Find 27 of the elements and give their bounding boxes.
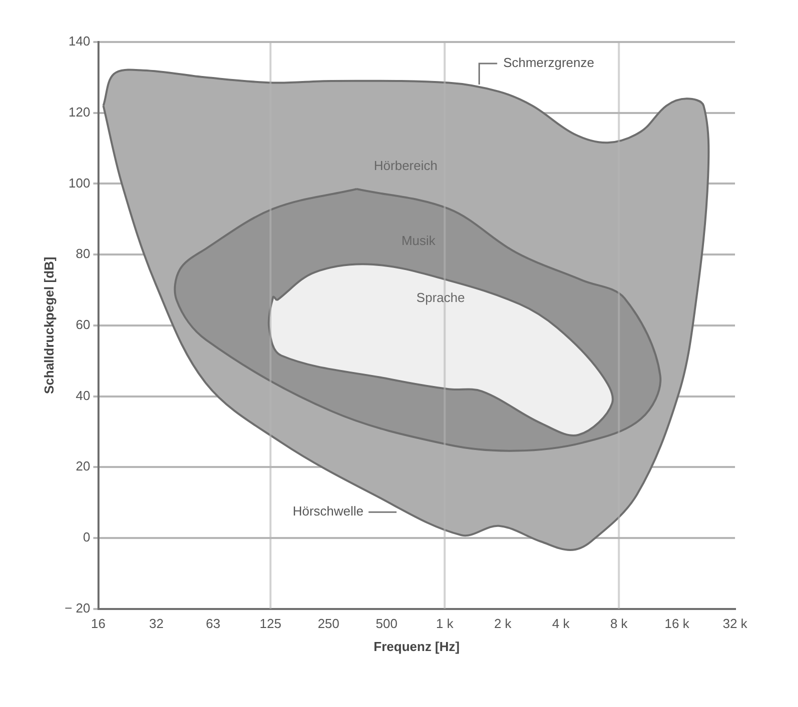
- x-tick-label: 125: [260, 616, 282, 632]
- y-tick-label: − 20: [64, 600, 90, 616]
- y-tick-label: 140: [68, 34, 90, 49]
- annotation: Schmerzgrenze: [503, 55, 594, 70]
- y-tick-label: 20: [76, 458, 90, 474]
- y-tick-label: 120: [68, 104, 90, 120]
- x-tick-label: 500: [376, 616, 398, 632]
- x-tick-label: 16: [91, 616, 106, 632]
- x-tick-label: 250: [318, 616, 340, 632]
- y-tick-label: 60: [76, 316, 90, 332]
- y-axis-title: Schalldruckpegel [dB]: [41, 256, 56, 394]
- x-tick-label: 63: [206, 616, 220, 632]
- x-tick-label: 8 k: [610, 616, 628, 632]
- series-label: Sprache: [416, 290, 465, 306]
- y-tick-label: 80: [76, 246, 90, 262]
- annotation: Hörschwelle: [292, 504, 364, 519]
- x-tick-label: 16 k: [664, 616, 690, 632]
- x-tick-label: 4 k: [552, 616, 570, 632]
- series-label: Hörbereich: [374, 158, 438, 173]
- x-axis-title: Frequenz [Hz]: [374, 638, 460, 654]
- y-tick-label: 40: [76, 388, 90, 403]
- x-tick-label: 1 k: [436, 616, 454, 632]
- x-tick-label: 2 k: [494, 616, 512, 632]
- x-tick-label: 32 k: [722, 616, 748, 632]
- y-tick-label: 0: [83, 530, 90, 545]
- y-tick-label: 100: [68, 175, 90, 190]
- x-tick-label: 32: [149, 616, 164, 632]
